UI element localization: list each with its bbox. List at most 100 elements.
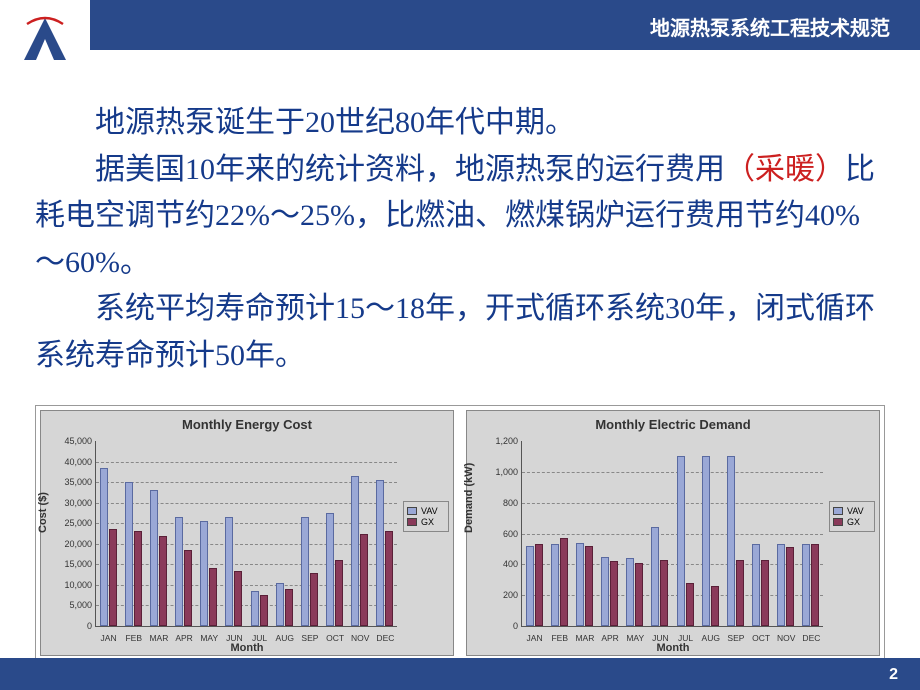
chart2-plot: 02004006008001,0001,200 xyxy=(521,441,823,627)
bar-group-wrap xyxy=(802,441,819,626)
bar-group-wrap xyxy=(777,441,794,626)
bar-gx xyxy=(786,547,794,626)
bar-gx xyxy=(736,560,744,626)
x-tick: APR xyxy=(175,633,192,643)
chart2-title: Monthly Electric Demand xyxy=(473,417,873,432)
chart1-plot: 05,00010,00015,00020,00025,00030,00035,0… xyxy=(95,441,397,627)
bar-group-wrap xyxy=(125,441,142,626)
y-tick: 40,000 xyxy=(50,457,92,467)
bar-gx xyxy=(585,546,593,626)
bar-group-wrap xyxy=(526,441,543,626)
bar-vav xyxy=(802,544,810,626)
header-title: 地源热泵系统工程技术规范 xyxy=(650,12,890,41)
bar-group-wrap xyxy=(200,441,217,626)
y-tick: 0 xyxy=(50,621,92,631)
bar-gx xyxy=(610,561,618,626)
bar-vav xyxy=(702,456,710,626)
y-tick: 30,000 xyxy=(50,498,92,508)
x-tick: MAR xyxy=(575,633,594,643)
bar-vav xyxy=(576,543,584,626)
bar-group-wrap xyxy=(376,441,393,626)
logo-icon xyxy=(15,9,75,69)
legend-gx: GX xyxy=(407,517,445,527)
bar-gx xyxy=(535,544,543,626)
x-tick: NOV xyxy=(777,633,795,643)
bar-gx xyxy=(385,531,393,626)
chart2-ylabel: Demand (kW) xyxy=(463,463,475,533)
x-tick: JUL xyxy=(252,633,267,643)
chart1-ylabel: Cost ($) xyxy=(37,492,49,533)
bar-gx xyxy=(560,538,568,626)
x-tick: OCT xyxy=(752,633,770,643)
bar-vav xyxy=(200,521,208,626)
x-tick: MAY xyxy=(626,633,644,643)
bar-vav xyxy=(601,557,609,626)
y-tick: 20,000 xyxy=(50,539,92,549)
bar-vav xyxy=(276,583,284,626)
paragraph-1: 地源热泵诞生于20世纪80年代中期。 xyxy=(35,100,885,147)
x-tick: OCT xyxy=(326,633,344,643)
x-tick: AUG xyxy=(702,633,720,643)
logo xyxy=(0,0,90,78)
bar-vav xyxy=(326,513,334,626)
footer-strip xyxy=(0,658,920,690)
chart-energy-cost: Monthly Energy Cost Cost ($) 05,00010,00… xyxy=(40,410,454,656)
y-tick: 35,000 xyxy=(50,477,92,487)
page-number: 2 xyxy=(889,666,898,684)
bar-group-wrap xyxy=(702,441,719,626)
charts-row: Monthly Energy Cost Cost ($) 05,00010,00… xyxy=(35,405,885,661)
bar-group-wrap xyxy=(150,441,167,626)
body-text: 地源热泵诞生于20世纪80年代中期。 据美国10年来的统计资料，地源热泵的运行费… xyxy=(35,100,885,379)
chart2-legend: VAV GX xyxy=(829,501,875,532)
bar-vav xyxy=(175,517,183,626)
bar-gx xyxy=(711,586,719,626)
paragraph-3: 系统平均寿命预计15～18年，开式循环系统30年，闭式循环系统寿命预计50年。 xyxy=(35,286,885,379)
bar-vav xyxy=(301,517,309,626)
x-tick: JAN xyxy=(527,633,543,643)
bar-vav xyxy=(777,544,785,626)
bar-group-wrap xyxy=(276,441,293,626)
bar-group-wrap xyxy=(576,441,593,626)
y-tick: 45,000 xyxy=(50,436,92,446)
bar-group-wrap xyxy=(601,441,618,626)
bar-gx xyxy=(184,550,192,626)
x-tick: DEC xyxy=(802,633,820,643)
y-tick: 10,000 xyxy=(50,580,92,590)
bar-vav xyxy=(125,482,133,626)
x-tick: FEB xyxy=(551,633,568,643)
bar-vav xyxy=(351,476,359,626)
x-tick: FEB xyxy=(125,633,142,643)
bar-vav xyxy=(626,558,634,626)
bar-vav xyxy=(225,517,233,626)
bar-gx xyxy=(134,531,142,626)
legend-gx: GX xyxy=(833,517,871,527)
bar-vav xyxy=(251,591,259,626)
bar-gx xyxy=(285,589,293,626)
x-tick: JUL xyxy=(678,633,693,643)
x-tick: DEC xyxy=(376,633,394,643)
x-tick: AUG xyxy=(276,633,294,643)
bar-group-wrap xyxy=(752,441,769,626)
chart1-title: Monthly Energy Cost xyxy=(47,417,447,432)
bar-vav xyxy=(376,480,384,626)
bar-gx xyxy=(360,534,368,627)
chart2-xlabel: Month xyxy=(657,642,690,654)
highlight-heating: （采暖） xyxy=(725,153,845,186)
x-tick: APR xyxy=(601,633,618,643)
y-tick: 400 xyxy=(476,559,518,569)
bar-gx xyxy=(660,560,668,626)
chart1-legend: VAV GX xyxy=(403,501,449,532)
bar-vav xyxy=(150,490,158,626)
bar-group-wrap xyxy=(727,441,744,626)
y-tick: 1,000 xyxy=(476,467,518,477)
bar-gx xyxy=(335,560,343,626)
x-tick: JAN xyxy=(101,633,117,643)
bar-vav xyxy=(727,456,735,626)
bar-gx xyxy=(260,595,268,626)
bar-group-wrap xyxy=(677,441,694,626)
bar-gx xyxy=(310,573,318,626)
bar-gx xyxy=(635,563,643,626)
bar-gx xyxy=(234,571,242,627)
x-tick: JUN xyxy=(226,633,243,643)
bar-gx xyxy=(209,568,217,626)
